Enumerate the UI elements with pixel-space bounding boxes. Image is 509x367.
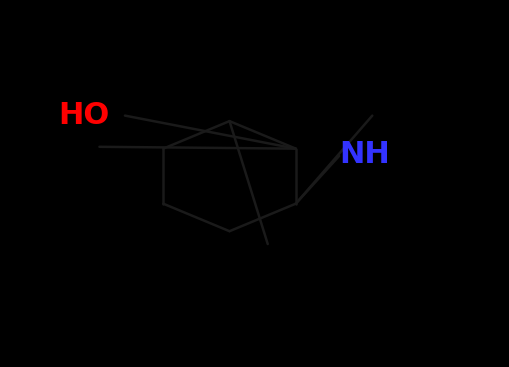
Text: HO: HO	[59, 101, 109, 130]
Text: NH: NH	[338, 139, 389, 169]
